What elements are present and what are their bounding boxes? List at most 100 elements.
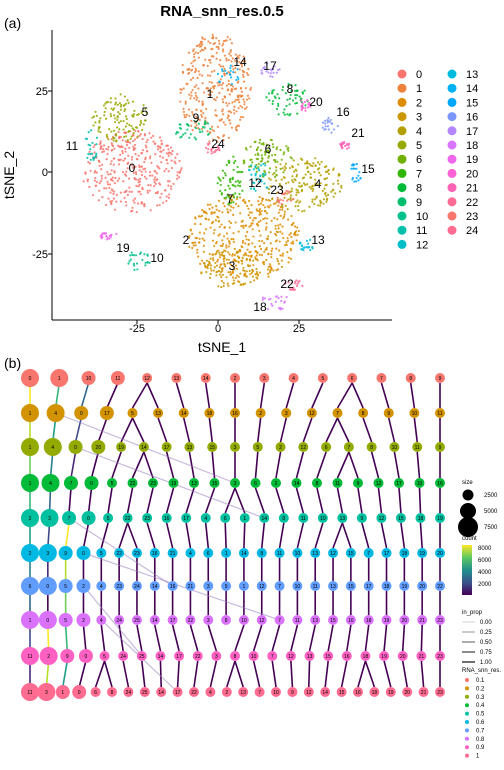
tree-node-label: 24: [116, 618, 122, 624]
tree-node-label: 10: [412, 411, 418, 417]
tree-node: [435, 408, 445, 418]
tree-node: [21, 474, 39, 492]
tree-node-label: 5: [131, 411, 134, 417]
tree-node-label: 13: [312, 618, 318, 624]
tree-node-label: 14: [294, 481, 300, 487]
tree-node-label: 8: [362, 411, 365, 417]
tree-node-label: 14: [203, 376, 209, 382]
tree-node: [114, 581, 125, 591]
legend-label-14: 14: [466, 83, 478, 95]
tree-node-label: 16: [232, 411, 238, 417]
tree-node-label: 2: [275, 481, 278, 487]
tree-node-label: 17: [366, 584, 372, 590]
tree-edge: [131, 451, 145, 479]
tree-edge: [413, 417, 419, 443]
tree-node-label: 15: [398, 516, 404, 522]
cluster-21-points: [339, 140, 351, 150]
tree-edge: [271, 660, 277, 688]
tree-node: [274, 615, 285, 625]
tree-node-label: 4: [209, 690, 212, 696]
legend-swatch-16: [447, 112, 457, 122]
tree-node: [275, 442, 286, 452]
tree-node-label: 11: [27, 654, 32, 660]
tree-node: [21, 611, 39, 629]
legend-swatch-7: [397, 168, 407, 178]
tree-edge: [285, 382, 295, 409]
tree-edge: [47, 522, 51, 549]
tree-node-label: 8: [370, 445, 373, 451]
tree-node: [123, 687, 134, 697]
legend-swatch-0: [397, 69, 407, 79]
tree-node-label: 22: [116, 551, 122, 557]
tree-node-label: 13: [174, 376, 180, 382]
tree-edge: [106, 382, 119, 409]
tree-node-label: 11: [313, 584, 318, 590]
tree-node: [58, 613, 73, 627]
tree-node-label: 17: [164, 445, 170, 451]
tree-node-label: 13: [307, 654, 313, 660]
ytick-0: 0: [42, 167, 48, 179]
tree-node: [161, 513, 172, 523]
tree-node-label: 24: [126, 690, 132, 696]
tree-node: [21, 683, 39, 701]
tree-edge: [211, 451, 216, 479]
res-legend-dot: [465, 753, 469, 758]
tree-node: [306, 408, 317, 418]
cluster-label-3: 3: [229, 259, 236, 273]
tree-node-label: 8: [282, 516, 285, 522]
tree-edge: [324, 660, 329, 688]
tree-edge: [185, 487, 195, 514]
tree-node: [288, 373, 299, 383]
tree-node-label: 20: [96, 445, 102, 451]
tree-node: [292, 548, 303, 558]
tree-edge: [175, 382, 185, 409]
tree-node-label: 21: [419, 654, 425, 660]
cluster-12-points: [247, 162, 269, 192]
tree-node: [310, 581, 321, 591]
tree-node: [381, 581, 392, 591]
tree-node: [58, 546, 73, 560]
tree-node-label: 11: [27, 690, 32, 696]
legend-label-6: 6: [416, 154, 422, 166]
tree-node-label: 22: [195, 654, 201, 660]
tree-node: [21, 438, 39, 456]
tree-node-label: 14: [152, 618, 158, 624]
tree-node: [148, 478, 158, 488]
legend-swatch-21: [447, 183, 457, 193]
tree-node-label: 3: [48, 516, 51, 522]
tree-edge: [204, 487, 216, 514]
tree-node: [255, 408, 266, 418]
tree-node-label: 3: [263, 376, 266, 382]
res-legend-label: 1: [476, 754, 480, 760]
tree-node: [230, 442, 240, 452]
tree-node-label: 7: [278, 584, 281, 590]
legend-label-2: 2: [416, 97, 422, 109]
tree-node: [321, 442, 332, 452]
tree-edge: [165, 522, 174, 549]
tree-node-label: 16: [437, 481, 443, 487]
tree-node: [211, 651, 222, 661]
legend-swatch-8: [397, 183, 407, 193]
tree-edge: [362, 417, 373, 443]
tree-node: [91, 440, 106, 454]
tree-node: [74, 406, 89, 420]
tree-node: [363, 615, 374, 625]
tree-node: [256, 581, 267, 591]
tree-node: [139, 687, 150, 697]
tree-edge: [401, 624, 406, 652]
tree-node: [60, 649, 75, 663]
tree-edge: [341, 522, 352, 549]
tree-edge: [383, 660, 392, 688]
tree-node-label: 7: [258, 690, 261, 696]
tree-node-label: 12: [376, 481, 382, 487]
tree-node-label: 22: [130, 481, 136, 487]
tree-node: [417, 548, 428, 558]
cluster-20-points: [300, 99, 312, 112]
tree-node: [72, 685, 87, 699]
tree-node-label: 11: [335, 481, 340, 487]
tree-node-label: 17: [176, 654, 182, 660]
legend-label-1: 1: [416, 83, 422, 95]
tree-edge: [252, 624, 263, 652]
cluster-label-4: 4: [315, 177, 322, 191]
